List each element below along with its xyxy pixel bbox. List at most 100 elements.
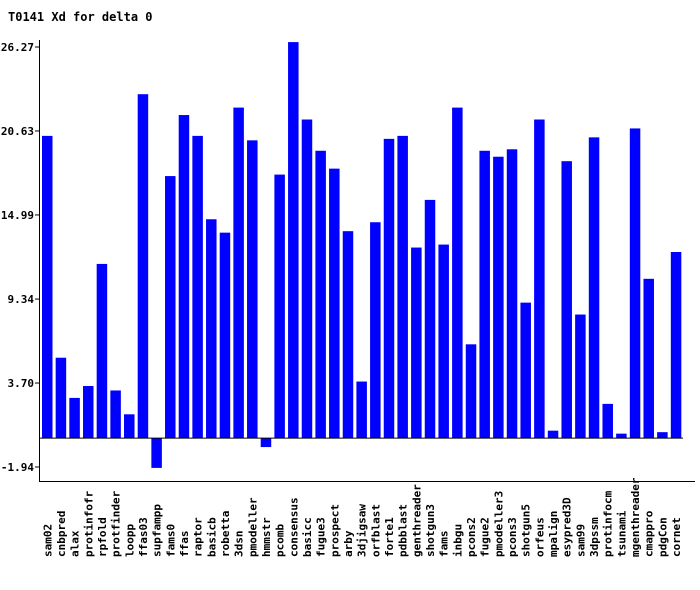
- bar-consensus: [288, 42, 299, 439]
- bar-pmodeller3: [493, 156, 504, 439]
- x-tick-label: basicb: [205, 517, 218, 557]
- bar-esypred3D: [561, 161, 572, 439]
- x-tick-labels: sam02 cnbpred alax protinfofr rpfold protfind…: [41, 477, 683, 557]
- y-tick-labels: 26.27 20.63 14.99 9.34 3.70 -1.94: [1, 41, 40, 474]
- x-tick-label: prospect: [328, 504, 341, 557]
- bar-mpalign: [547, 430, 559, 439]
- bar-prospect: [329, 168, 340, 439]
- bar-protinfofr: [83, 386, 94, 439]
- x-tick-label: cornet: [670, 517, 683, 557]
- x-tick-label: pmodeller: [246, 497, 259, 557]
- x-tick-label: fugue2: [479, 517, 492, 557]
- bar-genthreader: [411, 247, 422, 439]
- x-tick-label: cnbpred: [55, 511, 68, 557]
- bar-fugue3: [315, 150, 326, 439]
- x-tick-label: raptor: [192, 517, 205, 557]
- x-tick-label: ffas: [178, 531, 191, 558]
- bar-pmodeller: [247, 140, 258, 439]
- y-tick-label: 20.63: [1, 125, 34, 138]
- x-tick-label: sam02: [41, 524, 54, 557]
- bar-3dsn: [233, 107, 244, 439]
- bar-rpfold: [96, 263, 108, 439]
- x-tick-label: fams: [438, 531, 451, 558]
- bar-pdgCon: [657, 432, 668, 439]
- x-tick-label: robetta: [219, 511, 232, 557]
- bar-pcons3: [506, 149, 518, 439]
- bar-sam02: [42, 135, 53, 439]
- bar-shotgun3: [424, 199, 436, 439]
- bar-mgenthreader: [629, 128, 641, 439]
- bar-sam99: [575, 314, 586, 439]
- x-tick-label: shotgun5: [520, 504, 533, 557]
- bar-basicc: [301, 119, 313, 439]
- y-tick-label: 9.34: [8, 293, 35, 306]
- bar-fams: [438, 244, 449, 439]
- x-tick-label: consensus: [287, 497, 300, 557]
- bar-forte1: [383, 138, 395, 439]
- x-tick-label: pmodeller3: [492, 491, 505, 557]
- x-tick-label: protinfocm: [602, 490, 615, 557]
- x-tick-label: basicc: [301, 517, 314, 557]
- bar-fams0: [165, 176, 176, 439]
- bar-ffas: [178, 115, 190, 439]
- x-tick-label: tsunami: [615, 510, 628, 557]
- bar-robetta: [219, 232, 231, 439]
- bar-fugue2: [479, 150, 490, 439]
- y-tick-label: 26.27: [1, 41, 34, 54]
- x-tick-label: hmmstr: [260, 517, 273, 557]
- bar-supfampp: [151, 438, 162, 468]
- bar-ffas03: [137, 94, 149, 439]
- y-tick-label: 14.99: [1, 209, 34, 222]
- x-tick-label: genthreader: [410, 484, 423, 557]
- y-tick-label: -1.94: [1, 461, 34, 474]
- x-tick-label: pcomb: [274, 524, 287, 557]
- bar-inbgu: [452, 107, 463, 439]
- x-tick-label: sam99: [574, 524, 587, 557]
- bar-3dpssm: [588, 137, 600, 439]
- chart-title: T0141 Xd for delta 0: [8, 10, 153, 24]
- x-tick-label: pdgCon: [656, 517, 669, 557]
- x-tick-label: orfeus: [533, 517, 546, 557]
- bar-pcons2: [465, 344, 477, 439]
- bar-alax: [69, 397, 80, 439]
- x-tick-label: pcons2: [465, 517, 478, 557]
- bar-pdbblast: [397, 135, 408, 439]
- bar-orfeus: [534, 119, 545, 439]
- x-tick-label: fams0: [164, 524, 177, 557]
- bar-cmappro: [643, 278, 654, 439]
- bar-pcomb: [274, 174, 285, 439]
- x-tick-label: protfinder: [110, 490, 123, 557]
- x-tick-label: mgenthreader: [629, 477, 642, 557]
- x-tick-label: pdbblast: [397, 504, 410, 557]
- bars-group: [42, 42, 682, 468]
- x-tick-label: shotgun3: [424, 504, 437, 557]
- x-tick-label: alax: [69, 530, 82, 557]
- bar-hmmstr: [260, 438, 272, 448]
- x-tick-label: ffas03: [137, 517, 150, 557]
- bar-cnbpred: [55, 357, 67, 439]
- x-tick-label: 3djigsaw: [356, 504, 369, 557]
- x-tick-label: cmappro: [643, 510, 656, 557]
- bar-raptor: [192, 135, 203, 439]
- x-tick-label: loopp: [123, 524, 136, 557]
- bar-loopp: [124, 414, 135, 439]
- bar-3djigsaw: [356, 381, 367, 439]
- bar-cornet: [670, 252, 682, 439]
- x-tick-label: mpalign: [547, 511, 560, 557]
- bar-shotgun5: [520, 302, 531, 439]
- bar-basicb: [206, 219, 217, 439]
- x-tick-label: fugue3: [315, 517, 328, 557]
- x-tick-label: arby: [342, 530, 355, 557]
- x-tick-label: protinfofr: [82, 490, 95, 557]
- bar-arby: [342, 231, 354, 439]
- x-tick-label: inbgu: [451, 524, 464, 557]
- x-tick-label: rpfold: [96, 517, 109, 557]
- x-tick-label: 3dsn: [233, 531, 246, 558]
- bar-protinfocm: [602, 403, 613, 439]
- bar-orfblast: [370, 222, 381, 439]
- x-tick-label: esypred3D: [561, 497, 574, 557]
- x-tick-label: 3dpssm: [588, 517, 601, 557]
- y-tick-label: 3.70: [8, 377, 35, 390]
- x-tick-label: forte1: [383, 517, 396, 557]
